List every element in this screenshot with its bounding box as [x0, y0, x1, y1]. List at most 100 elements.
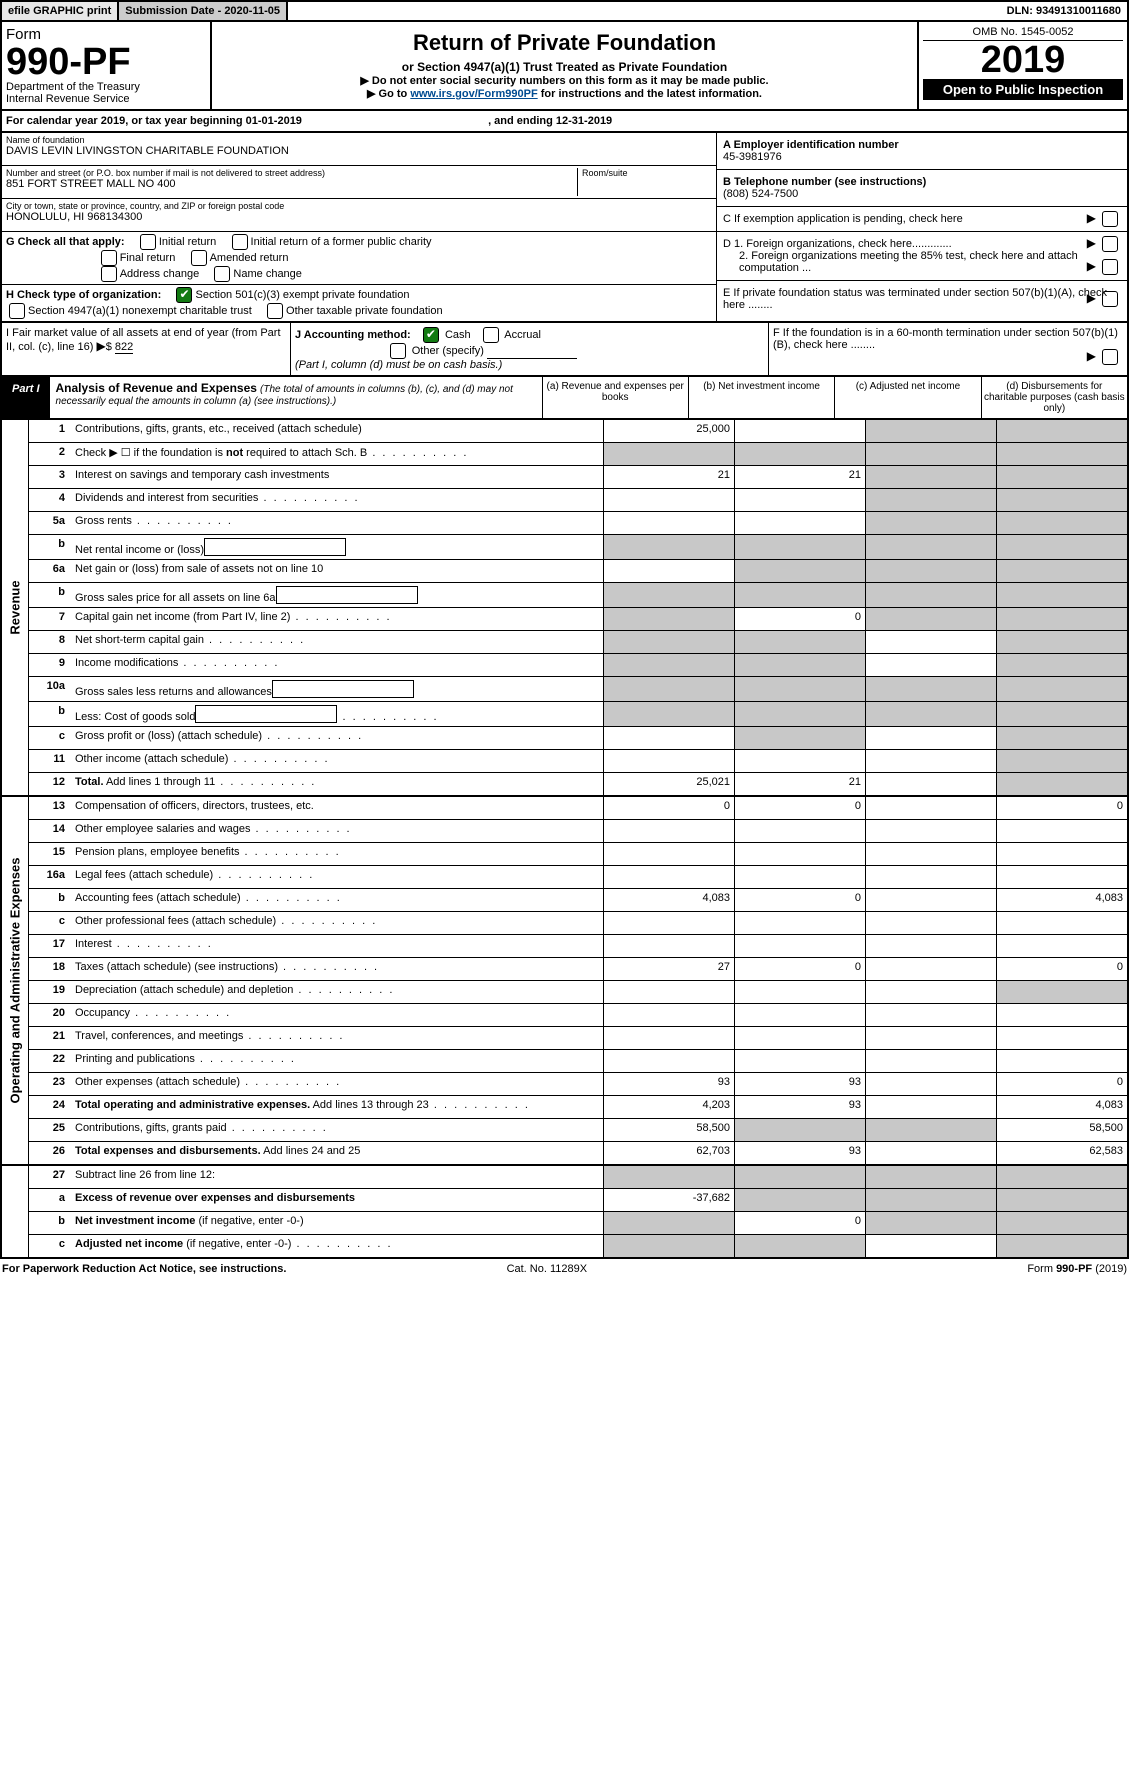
val-d-19 — [996, 981, 1127, 1003]
val-d-b — [996, 583, 1127, 607]
val-b-21 — [734, 1027, 865, 1049]
val-a-27 — [603, 1166, 734, 1188]
val-d-10a — [996, 677, 1127, 701]
goto-link[interactable]: www.irs.gov/Form990PF — [410, 88, 537, 100]
amended-return-checkbox[interactable] — [191, 250, 207, 266]
cash-checkbox[interactable]: ✔ — [423, 327, 439, 343]
f-checkbox[interactable] — [1102, 349, 1118, 365]
val-c-2 — [865, 443, 996, 465]
val-b-9 — [734, 654, 865, 676]
val-b-1 — [734, 420, 865, 442]
desc-7: Capital gain net income (from Part IV, l… — [71, 608, 603, 630]
g-opt-final: Final return — [120, 252, 176, 264]
foundation-name: DAVIS LEVIN LIVINGSTON CHARITABLE FOUNDA… — [6, 145, 712, 157]
d-cell: D 1. Foreign organizations, check here..… — [717, 232, 1127, 281]
initial-return-checkbox[interactable] — [140, 234, 156, 250]
part1-tab: Part I — [2, 377, 50, 418]
val-a-12: 25,021 — [603, 773, 734, 795]
val-d-23: 0 — [996, 1073, 1127, 1095]
4947-checkbox[interactable] — [9, 303, 25, 319]
val-c-13 — [865, 797, 996, 819]
val-a-c — [603, 1235, 734, 1257]
c-checkbox[interactable] — [1102, 211, 1118, 227]
line-c: c Adjusted net income (if negative, ente… — [29, 1235, 1127, 1257]
val-b-7: 0 — [734, 608, 865, 630]
other-taxable-checkbox[interactable] — [267, 303, 283, 319]
val-a-23: 93 — [603, 1073, 734, 1095]
lineno-c: c — [29, 727, 71, 749]
val-c-19 — [865, 981, 996, 1003]
val-d-14 — [996, 820, 1127, 842]
val-a-21 — [603, 1027, 734, 1049]
val-c-18 — [865, 958, 996, 980]
other-method-checkbox[interactable] — [390, 343, 406, 359]
val-a-26: 62,703 — [603, 1142, 734, 1164]
val-d-27 — [996, 1166, 1127, 1188]
address-change-checkbox[interactable] — [101, 266, 117, 282]
phone-cell: B Telephone number (see instructions) (8… — [717, 170, 1127, 207]
lineno-1: 1 — [29, 420, 71, 442]
lineno-17: 17 — [29, 935, 71, 957]
val-a-10a — [603, 677, 734, 701]
lineno-6a: 6a — [29, 560, 71, 582]
desc-c: Adjusted net income (if negative, enter … — [71, 1235, 603, 1257]
val-a-2 — [603, 443, 734, 465]
desc-b: Less: Cost of goods sold — [71, 702, 603, 726]
j-block: J Accounting method: ✔ Cash Accrual Othe… — [291, 323, 769, 375]
lineno-c: c — [29, 1235, 71, 1257]
initial-former-checkbox[interactable] — [232, 234, 248, 250]
col-c-header: (c) Adjusted net income — [834, 377, 980, 418]
val-d-5a — [996, 512, 1127, 534]
line-11: 11 Other income (attach schedule) — [29, 750, 1127, 773]
line-1: 1 Contributions, gifts, grants, etc., re… — [29, 420, 1127, 443]
lineno-23: 23 — [29, 1073, 71, 1095]
val-a-c — [603, 912, 734, 934]
d1-checkbox[interactable] — [1102, 236, 1118, 252]
val-b-c — [734, 1235, 865, 1257]
val-c-8 — [865, 631, 996, 653]
f-block: F If the foundation is in a 60-month ter… — [769, 323, 1127, 375]
g-opt-address: Address change — [120, 268, 200, 280]
val-b-15 — [734, 843, 865, 865]
val-b-16a — [734, 866, 865, 888]
desc-b: Net investment income (if negative, ente… — [71, 1212, 603, 1234]
val-c-16a — [865, 866, 996, 888]
form-subtitle: or Section 4947(a)(1) Trust Treated as P… — [216, 60, 913, 74]
501c3-checkbox[interactable]: ✔ — [176, 287, 192, 303]
val-a-8 — [603, 631, 734, 653]
lineno-27: 27 — [29, 1166, 71, 1188]
val-d-b — [996, 1212, 1127, 1234]
desc-b: Accounting fees (attach schedule) — [71, 889, 603, 911]
lineno-5a: 5a — [29, 512, 71, 534]
desc-22: Printing and publications — [71, 1050, 603, 1072]
val-b-b: 0 — [734, 889, 865, 911]
e-checkbox[interactable] — [1102, 291, 1118, 307]
line-13: 13 Compensation of officers, directors, … — [29, 797, 1127, 820]
d2-checkbox[interactable] — [1102, 259, 1118, 275]
accrual-checkbox[interactable] — [483, 327, 499, 343]
lineno-12: 12 — [29, 773, 71, 795]
val-b-c — [734, 912, 865, 934]
val-d-b: 4,083 — [996, 889, 1127, 911]
val-a-15 — [603, 843, 734, 865]
line-b: b Less: Cost of goods sold — [29, 702, 1127, 727]
street-lbl: Number and street (or P.O. box number if… — [6, 168, 577, 178]
val-b-22 — [734, 1050, 865, 1072]
val-b-17 — [734, 935, 865, 957]
val-d-17 — [996, 935, 1127, 957]
val-a-b — [603, 702, 734, 726]
open-public: Open to Public Inspection — [923, 79, 1123, 100]
dln-number: DLN: 93491310011680 — [1001, 2, 1127, 20]
lineno-8: 8 — [29, 631, 71, 653]
i-value: 822 — [115, 341, 133, 354]
revenue-side-label: Revenue — [2, 420, 29, 795]
final-return-checkbox[interactable] — [101, 250, 117, 266]
line-25: 25 Contributions, gifts, grants paid 58,… — [29, 1119, 1127, 1142]
val-d-16a — [996, 866, 1127, 888]
val-c-22 — [865, 1050, 996, 1072]
name-change-checkbox[interactable] — [214, 266, 230, 282]
desc-3: Interest on savings and temporary cash i… — [71, 466, 603, 488]
val-a-13: 0 — [603, 797, 734, 819]
form-title: Return of Private Foundation — [216, 30, 913, 56]
val-a-6a — [603, 560, 734, 582]
